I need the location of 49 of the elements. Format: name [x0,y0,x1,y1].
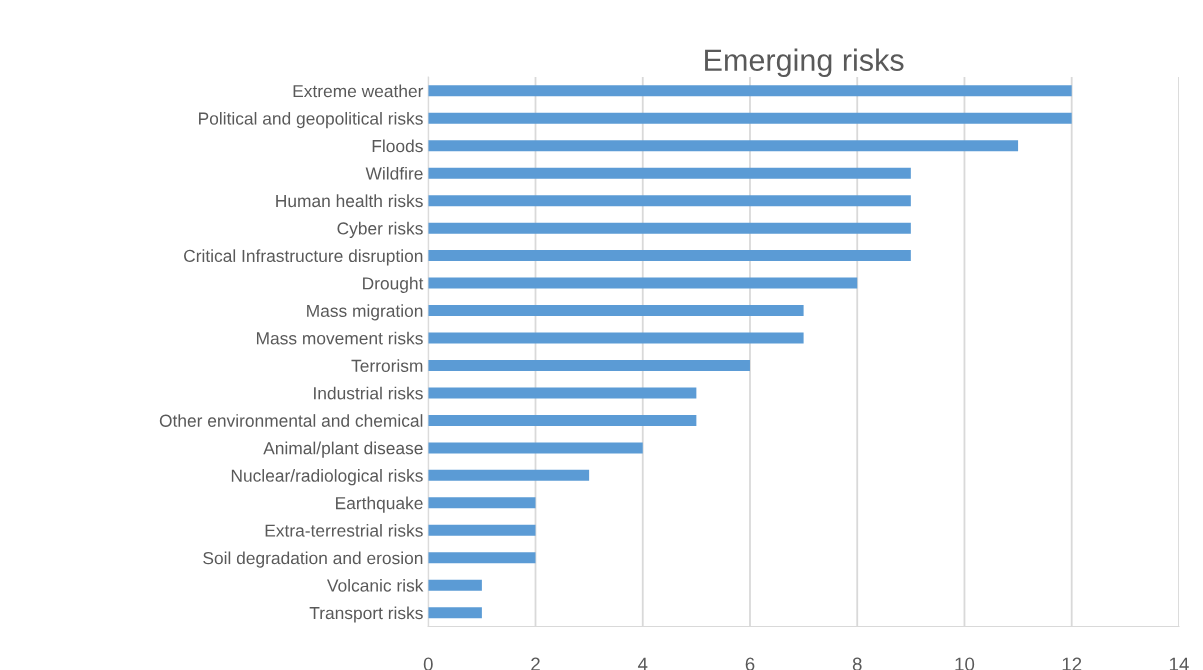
y-tick-label: Nuclear/radiological risks [231,469,423,486]
y-tick-label: Critical Infrastructure disruption [184,249,423,266]
bar [428,387,697,399]
bar [428,140,1019,152]
bar [428,332,804,344]
y-tick-label: Extreme weather [293,84,424,98]
y-tick-label: Mass migration [307,304,423,321]
bar [428,414,697,426]
y-tick-label: Mass movement risks [256,331,423,345]
x-tick-label: 14 [1169,657,1189,670]
y-tick-label: Soil degradation and erosion [203,551,423,568]
y-tick-label: Extra-terrestrial risks [265,524,423,537]
y-tick-label: Industrial risks [314,386,423,400]
x-tick-label: 12 [1062,657,1082,670]
y-tick-label: Terrorism [351,359,423,372]
x-tick-label: 10 [955,657,975,670]
bar [428,85,1072,97]
bar [428,305,804,317]
y-tick-label: Floods [372,139,423,153]
y-tick-label: Political and geopolitical risks [199,111,423,129]
bar [428,277,858,289]
y-tick-label: Transport risks [309,606,423,623]
y-tick-label: Other environmental and chemical [159,414,423,427]
x-tick-label: 6 [745,657,755,670]
bar [428,524,536,536]
bar [428,607,482,619]
bar [428,195,911,207]
bar [428,442,643,454]
y-tick-label: Drought [363,276,424,293]
bar [428,250,911,262]
bar [428,167,911,179]
x-tick-label: 4 [637,657,648,670]
y-tick-label: Earthquake [336,496,423,513]
x-tick-label: 2 [531,657,540,670]
y-tick-label: Cyber risks [337,221,423,239]
bar [428,112,1072,124]
y-tick-label: Animal/plant disease [263,441,423,458]
x-tick-label: 8 [852,657,862,670]
bar [428,552,536,564]
bar [428,469,590,481]
bar [428,359,750,371]
bar [428,497,536,509]
bar [428,579,482,591]
chart-title: Emerging risks [705,48,904,78]
y-tick-label: Human health risks [276,194,423,208]
bar [428,222,911,234]
y-tick-label: Wildfire [365,166,423,180]
y-tick-label: Volcanic risk [327,578,424,592]
x-tick-label: 0 [423,657,433,670]
